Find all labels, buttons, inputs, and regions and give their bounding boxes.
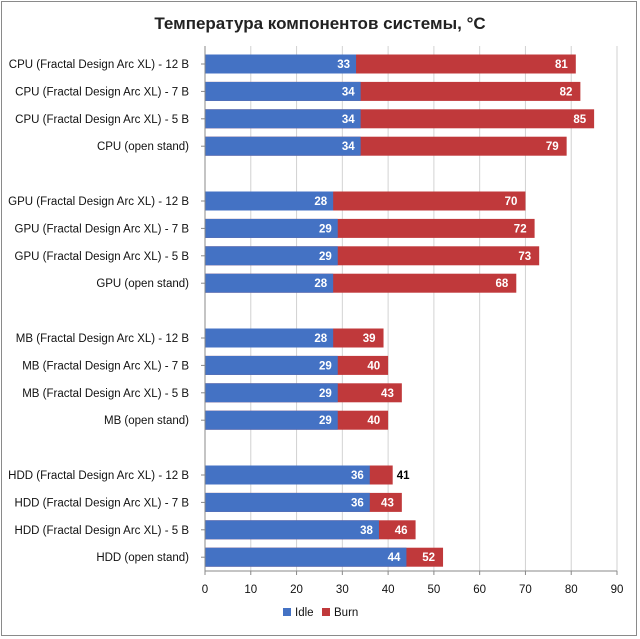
data-label-burn: 68 (495, 278, 508, 290)
category-label: HDD (Fractal Design Arc XL) - 5 В (15, 525, 190, 537)
legend-swatch-burn (322, 608, 330, 616)
bar-idle (205, 81, 361, 101)
data-label-idle: 28 (314, 333, 327, 345)
data-label-idle: 36 (351, 497, 364, 509)
category-label: CPU (open stand) (97, 141, 189, 153)
data-label-idle: 34 (342, 141, 355, 153)
data-label-idle: 29 (319, 415, 332, 427)
bar-idle (205, 355, 338, 375)
axes: 0 10 20 30 40 50 60 70 80 90 (202, 46, 624, 596)
category-label: MB (Fractal Design Arc XL) - 12 В (16, 333, 190, 345)
x-tick-label: 10 (244, 584, 257, 596)
data-label-burn: 70 (505, 196, 518, 208)
bar-idle (205, 547, 407, 567)
category-label: GPU (Fractal Design Arc XL) - 7 В (15, 223, 190, 235)
bar-idle (205, 410, 338, 430)
data-label-idle: 29 (319, 388, 332, 400)
data-label-burn: 82 (560, 86, 573, 98)
data-label-burn: 85 (573, 114, 586, 126)
x-tick-label: 70 (519, 584, 532, 596)
category-label: MB (Fractal Design Arc XL) - 7 В (22, 360, 189, 372)
x-tick-label: 90 (611, 584, 624, 596)
bar-idle (205, 492, 370, 512)
bar-idle (205, 218, 338, 238)
bar-idle (205, 273, 334, 293)
bars: CPU (Fractal Design Arc XL) - 12 В 33 81 CP… (8, 54, 595, 567)
category-label: HDD (open stand) (96, 552, 189, 564)
bar-idle (205, 328, 334, 348)
data-label-burn: 43 (381, 497, 394, 509)
data-label-burn: 46 (395, 525, 408, 537)
data-label-burn: 81 (555, 59, 568, 71)
data-label-idle: 33 (337, 59, 350, 71)
data-label-burn: 72 (514, 223, 527, 235)
data-label-burn: 39 (363, 333, 376, 345)
bar-idle (205, 383, 338, 403)
bar-idle (205, 109, 361, 129)
data-label-burn: 41 (397, 470, 410, 482)
data-label-idle: 36 (351, 470, 364, 482)
bar-idle (205, 54, 357, 74)
x-tick-label: 80 (565, 584, 578, 596)
legend-label-burn: Burn (334, 607, 358, 619)
x-tick-label: 30 (336, 584, 349, 596)
data-label-idle: 28 (314, 196, 327, 208)
legend-label-idle: Idle (295, 607, 314, 619)
x-tick-label: 50 (427, 584, 440, 596)
legend-swatch-idle (283, 608, 291, 616)
data-label-burn: 52 (422, 552, 435, 564)
bar-idle (205, 465, 370, 485)
bar-idle (205, 246, 338, 266)
x-tick-label: 0 (202, 584, 208, 596)
data-label-burn: 79 (546, 141, 559, 153)
category-label: HDD (Fractal Design Arc XL) - 7 В (15, 497, 190, 509)
data-label-idle: 28 (314, 278, 327, 290)
category-label: CPU (Fractal Design Arc XL) - 7 В (15, 86, 189, 98)
data-label-idle: 34 (342, 86, 355, 98)
x-tick-label: 40 (382, 584, 395, 596)
category-label: MB (open stand) (104, 415, 189, 427)
data-label-idle: 34 (342, 114, 355, 126)
data-label-burn: 73 (518, 251, 531, 263)
legend: Idle Burn (283, 607, 358, 619)
category-label: MB (Fractal Design Arc XL) - 5 В (22, 388, 189, 400)
data-label-idle: 29 (319, 360, 332, 372)
category-label: GPU (open stand) (96, 278, 189, 290)
bar-idle (205, 136, 361, 156)
x-tick-label: 60 (473, 584, 486, 596)
chart-title: Температура компонентов системы, °C (154, 14, 485, 33)
category-label: GPU (Fractal Design Arc XL) - 12 В (8, 196, 189, 208)
data-label-idle: 44 (388, 552, 401, 564)
category-label: HDD (Fractal Design Arc XL) - 12 В (8, 470, 189, 482)
bar-idle (205, 191, 334, 211)
category-label: GPU (Fractal Design Arc XL) - 5 В (15, 251, 190, 263)
data-label-idle: 38 (360, 525, 373, 537)
data-label-burn: 43 (381, 388, 394, 400)
data-label-burn: 40 (367, 415, 380, 427)
category-label: CPU (Fractal Design Arc XL) - 5 В (15, 114, 189, 126)
data-label-idle: 29 (319, 223, 332, 235)
x-tick-label: 20 (290, 584, 303, 596)
data-label-burn: 40 (367, 360, 380, 372)
data-label-idle: 29 (319, 251, 332, 263)
bar-idle (205, 520, 379, 540)
category-label: CPU (Fractal Design Arc XL) - 12 В (9, 59, 190, 71)
